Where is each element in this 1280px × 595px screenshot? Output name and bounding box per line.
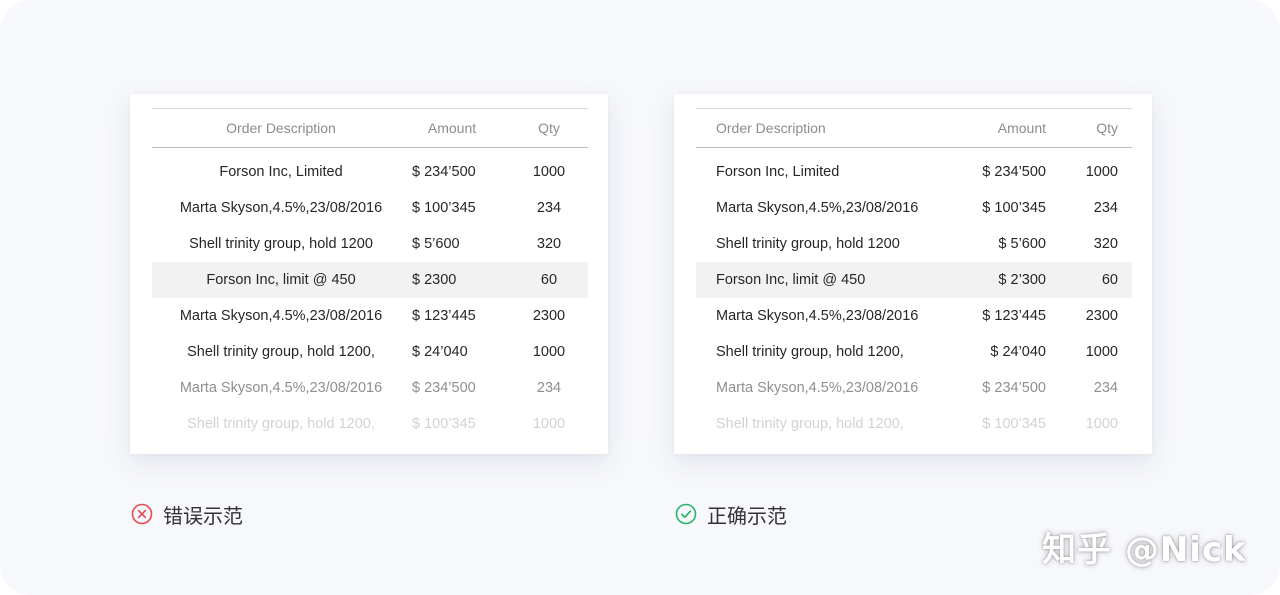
amount-cell: $ 234’500 xyxy=(412,380,476,396)
order-description-cell: Marta Skyson,4.5%,23/08/2016 xyxy=(179,200,383,216)
order-description-cell: Forson Inc, Limited xyxy=(219,164,343,180)
wrong-example-label: 错误示范 xyxy=(163,503,243,528)
highlighted-table-row: Forson Inc, limit @ 450 $ 2’300 60 xyxy=(696,262,1132,298)
order-description-cell: Shell trinity group, hold 1200, xyxy=(716,416,904,432)
qty-cell: 320 xyxy=(1093,236,1118,252)
qty-cell: 1000 xyxy=(532,416,566,432)
table-row: Marta Skyson,4.5%,23/08/2016 $ 123’445 2… xyxy=(696,298,1132,334)
table-header: Order Description Amount Qty xyxy=(152,109,588,148)
column-header-amount: Amount xyxy=(427,120,477,136)
wrong-example-card: Order Description Amount Qty Forson Inc,… xyxy=(130,94,608,454)
order-description-cell: Marta Skyson,4.5%,23/08/2016 xyxy=(179,380,383,396)
table-row: Marta Skyson,4.5%,23/08/2016 $ 100’345 2… xyxy=(696,190,1132,226)
amount-cell: $ 234’500 xyxy=(412,164,476,180)
highlighted-table-row: Forson Inc, limit @ 450 $ 2300 60 xyxy=(152,262,588,298)
qty-cell: 1000 xyxy=(1085,416,1118,432)
table-row: Shell trinity group, hold 1200, $ 100’34… xyxy=(152,406,588,442)
qty-cell: 1000 xyxy=(1085,344,1118,360)
check-circle-icon xyxy=(675,503,697,525)
order-description-cell: Marta Skyson,4.5%,23/08/2016 xyxy=(716,308,919,324)
amount-cell: $ 5’600 xyxy=(998,236,1046,252)
wrong-example-caption: 错误示范 xyxy=(131,500,243,528)
qty-cell: 320 xyxy=(536,236,562,252)
order-description-cell: Forson Inc, limit @ 450 xyxy=(206,272,356,288)
right-example-label: 正确示范 xyxy=(707,503,787,528)
table-body: Forson Inc, Limited $ 234’500 1000 Marta… xyxy=(696,148,1132,442)
x-circle-icon xyxy=(131,503,153,525)
order-description-cell: Shell trinity group, hold 1200, xyxy=(187,416,375,432)
qty-cell: 60 xyxy=(1101,272,1118,288)
column-header-qty: Qty xyxy=(1096,120,1118,136)
table-header: Order Description Amount Qty xyxy=(696,109,1132,148)
column-header-qty: Qty xyxy=(538,120,560,136)
order-description-cell: Shell trinity group, hold 1200, xyxy=(716,344,904,360)
qty-cell: 1000 xyxy=(1085,164,1118,180)
amount-cell: $ 234’500 xyxy=(982,380,1046,396)
table-row: Shell trinity group, hold 1200, $ 24’040… xyxy=(696,334,1132,370)
table-row: Shell trinity group, hold 1200, $ 24’040… xyxy=(152,334,588,370)
qty-cell: 1000 xyxy=(532,164,566,180)
column-header-amount: Amount xyxy=(997,120,1046,136)
amount-cell: $ 234’500 xyxy=(982,164,1046,180)
right-example-caption: 正确示范 xyxy=(675,500,787,528)
amount-cell: $ 100’345 xyxy=(412,200,476,216)
right-example-card: Order Description Amount Qty Forson Inc,… xyxy=(674,94,1152,454)
table-row: Shell trinity group, hold 1200, $ 100’34… xyxy=(696,406,1132,442)
order-description-cell: Marta Skyson,4.5%,23/08/2016 xyxy=(716,200,919,216)
table-row: Marta Skyson,4.5%,23/08/2016 $ 123’445 2… xyxy=(152,298,588,334)
qty-cell: 2300 xyxy=(532,308,566,324)
qty-cell: 234 xyxy=(1093,380,1118,396)
table-row: Marta Skyson,4.5%,23/08/2016 $ 234’500 2… xyxy=(152,370,588,406)
table-row: Shell trinity group, hold 1200 $ 5’600 3… xyxy=(152,226,588,262)
column-header-order-description: Order Description xyxy=(716,120,826,136)
table-row: Marta Skyson,4.5%,23/08/2016 $ 100’345 2… xyxy=(152,190,588,226)
orders-table: Order Description Amount Qty Forson Inc,… xyxy=(152,108,588,442)
orders-table: Order Description Amount Qty Forson Inc,… xyxy=(696,108,1132,442)
order-description-cell: Marta Skyson,4.5%,23/08/2016 xyxy=(179,308,383,324)
qty-cell: 60 xyxy=(540,272,558,288)
qty-cell: 234 xyxy=(536,380,562,396)
amount-cell: $ 123’445 xyxy=(412,308,476,324)
table-row: Forson Inc, Limited $ 234’500 1000 xyxy=(152,154,588,190)
qty-cell: 234 xyxy=(1093,200,1118,216)
column-header-order-description: Order Description xyxy=(226,120,336,136)
amount-cell: $ 5’600 xyxy=(412,236,460,252)
table-top-divider xyxy=(152,108,588,109)
table-top-divider xyxy=(696,108,1132,109)
amount-cell: $ 2300 xyxy=(412,272,457,288)
table-row: Forson Inc, Limited $ 234’500 1000 xyxy=(696,154,1132,190)
amount-cell: $ 100’345 xyxy=(982,416,1046,432)
table-row: Marta Skyson,4.5%,23/08/2016 $ 234’500 2… xyxy=(696,370,1132,406)
qty-cell: 1000 xyxy=(532,344,566,360)
amount-cell: $ 100’345 xyxy=(412,416,476,432)
order-description-cell: Marta Skyson,4.5%,23/08/2016 xyxy=(716,380,919,396)
amount-cell: $ 100’345 xyxy=(982,200,1046,216)
amount-cell: $ 2’300 xyxy=(998,272,1046,288)
table-row: Shell trinity group, hold 1200 $ 5’600 3… xyxy=(696,226,1132,262)
qty-cell: 234 xyxy=(536,200,562,216)
order-description-cell: Shell trinity group, hold 1200, xyxy=(187,344,375,360)
order-description-cell: Shell trinity group, hold 1200 xyxy=(716,236,900,252)
table-body: Forson Inc, Limited $ 234’500 1000 Marta… xyxy=(152,148,588,442)
watermark: 知乎 @Nick xyxy=(1042,530,1247,570)
order-description-cell: Forson Inc, Limited xyxy=(716,164,840,180)
amount-cell: $ 24’040 xyxy=(412,344,468,360)
qty-cell: 2300 xyxy=(1085,308,1118,324)
order-description-cell: Shell trinity group, hold 1200 xyxy=(189,236,373,252)
order-description-cell: Forson Inc, limit @ 450 xyxy=(716,272,866,288)
amount-cell: $ 123’445 xyxy=(982,308,1046,324)
amount-cell: $ 24’040 xyxy=(990,344,1046,360)
